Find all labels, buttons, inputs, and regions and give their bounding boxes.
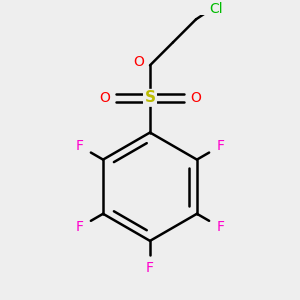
Text: F: F [76,220,84,234]
Text: F: F [146,261,154,275]
Text: F: F [76,139,84,153]
Text: S: S [145,90,155,105]
Text: Cl: Cl [210,2,224,16]
Text: O: O [190,91,201,105]
Text: O: O [99,91,110,105]
Text: F: F [216,139,224,153]
Text: O: O [134,55,145,69]
Text: F: F [216,220,224,234]
